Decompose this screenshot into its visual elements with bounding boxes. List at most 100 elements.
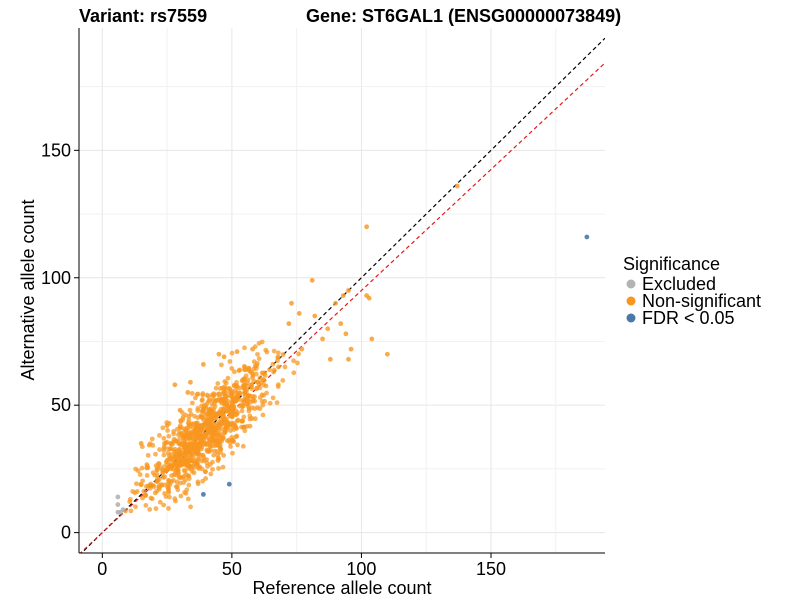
- point-non-significant: [141, 488, 147, 494]
- point-non-significant: [154, 479, 159, 485]
- point-non-significant: [215, 452, 221, 458]
- point-non-significant: [200, 362, 206, 367]
- point-non-significant: [241, 424, 247, 430]
- point-non-significant: [211, 392, 217, 398]
- point-non-significant: [169, 473, 175, 479]
- point-non-significant: [181, 467, 187, 473]
- point-non-significant: [193, 428, 199, 434]
- point-non-significant: [229, 401, 235, 407]
- point-non-significant: [234, 394, 240, 400]
- point-non-significant: [234, 398, 239, 404]
- point-non-significant: [239, 408, 245, 414]
- point-non-significant: [252, 363, 258, 369]
- point-non-significant: [247, 393, 253, 399]
- point-non-significant: [180, 461, 186, 467]
- point-non-significant: [181, 446, 187, 451]
- point-non-significant: [223, 380, 229, 386]
- point-non-significant: [201, 432, 207, 438]
- legend-label-excluded: Excluded: [642, 274, 716, 294]
- legend-title: Significance: [623, 254, 720, 274]
- point-fdr-significant: [226, 481, 232, 487]
- point-non-significant: [364, 224, 370, 230]
- grid-lines: [79, 28, 605, 553]
- point-non-significant: [193, 420, 199, 426]
- point-non-significant: [249, 382, 255, 387]
- point-non-significant: [161, 436, 167, 441]
- point-non-significant: [199, 446, 204, 452]
- point-non-significant: [262, 373, 268, 378]
- chart-title-variant: Variant: rs7559: [79, 6, 207, 26]
- point-non-significant: [177, 407, 183, 413]
- point-non-significant: [280, 352, 286, 357]
- point-non-significant: [143, 492, 148, 498]
- point-non-significant: [166, 433, 172, 439]
- point-non-significant: [167, 482, 173, 487]
- point-non-significant: [296, 311, 302, 316]
- point-non-significant: [195, 479, 201, 485]
- point-non-significant: [227, 359, 233, 364]
- point-non-significant: [178, 493, 184, 499]
- point-non-significant: [134, 481, 139, 487]
- point-non-significant: [234, 412, 240, 417]
- point-non-significant: [217, 430, 222, 436]
- point-non-significant: [162, 441, 167, 446]
- point-non-significant: [187, 435, 192, 441]
- point-non-significant: [219, 400, 225, 406]
- point-non-significant: [234, 425, 239, 431]
- point-non-significant: [199, 398, 205, 403]
- point-non-significant: [221, 420, 227, 426]
- point-non-significant: [239, 418, 244, 424]
- point-non-significant: [271, 348, 277, 354]
- point-non-significant: [143, 502, 149, 508]
- point-non-significant: [152, 490, 158, 496]
- point-non-significant: [229, 437, 235, 443]
- point-non-significant: [233, 434, 239, 440]
- point-non-significant: [207, 462, 213, 467]
- point-non-significant: [280, 378, 286, 383]
- point-non-significant: [213, 426, 219, 432]
- point-non-significant: [183, 412, 188, 418]
- point-non-significant: [312, 313, 318, 319]
- point-non-significant: [148, 481, 154, 487]
- point-non-significant: [171, 431, 177, 437]
- point-non-significant: [157, 465, 163, 471]
- point-non-significant: [182, 490, 188, 495]
- point-non-significant: [218, 409, 223, 415]
- point-non-significant: [153, 463, 159, 469]
- point-non-significant: [213, 415, 219, 421]
- point-non-significant: [454, 183, 460, 189]
- point-non-significant: [327, 356, 333, 362]
- point-non-significant: [237, 367, 243, 373]
- x-axis-label: Reference allele count: [252, 578, 431, 598]
- point-non-significant: [252, 398, 258, 404]
- point-non-significant: [224, 438, 230, 444]
- y-axis-label: Alternative allele count: [18, 199, 38, 380]
- y-axis-ticks: 0 50 100 150: [41, 140, 79, 543]
- point-non-significant: [161, 502, 167, 508]
- point-non-significant: [185, 496, 191, 502]
- point-non-significant: [172, 382, 178, 388]
- point-non-significant: [267, 367, 272, 373]
- point-non-significant: [189, 391, 195, 396]
- point-non-significant: [219, 385, 225, 391]
- point-fdr-significant: [584, 234, 590, 240]
- x-axis-ticks: 0 50 100 150: [97, 553, 506, 579]
- point-non-significant: [199, 458, 205, 464]
- point-non-significant: [247, 423, 253, 429]
- point-non-significant: [133, 504, 138, 510]
- point-fdr-significant: [200, 491, 206, 497]
- point-non-significant: [275, 350, 281, 356]
- point-non-significant: [250, 346, 256, 352]
- point-non-significant: [221, 354, 227, 360]
- point-non-significant: [177, 453, 183, 458]
- point-non-significant: [188, 504, 193, 510]
- point-non-significant: [270, 361, 276, 367]
- point-non-significant: [275, 358, 280, 364]
- point-non-significant: [233, 408, 239, 414]
- point-non-significant: [231, 369, 237, 375]
- point-non-significant: [216, 351, 222, 357]
- x-tick-label: 50: [222, 559, 242, 579]
- point-non-significant: [253, 371, 259, 377]
- point-non-significant: [186, 476, 192, 482]
